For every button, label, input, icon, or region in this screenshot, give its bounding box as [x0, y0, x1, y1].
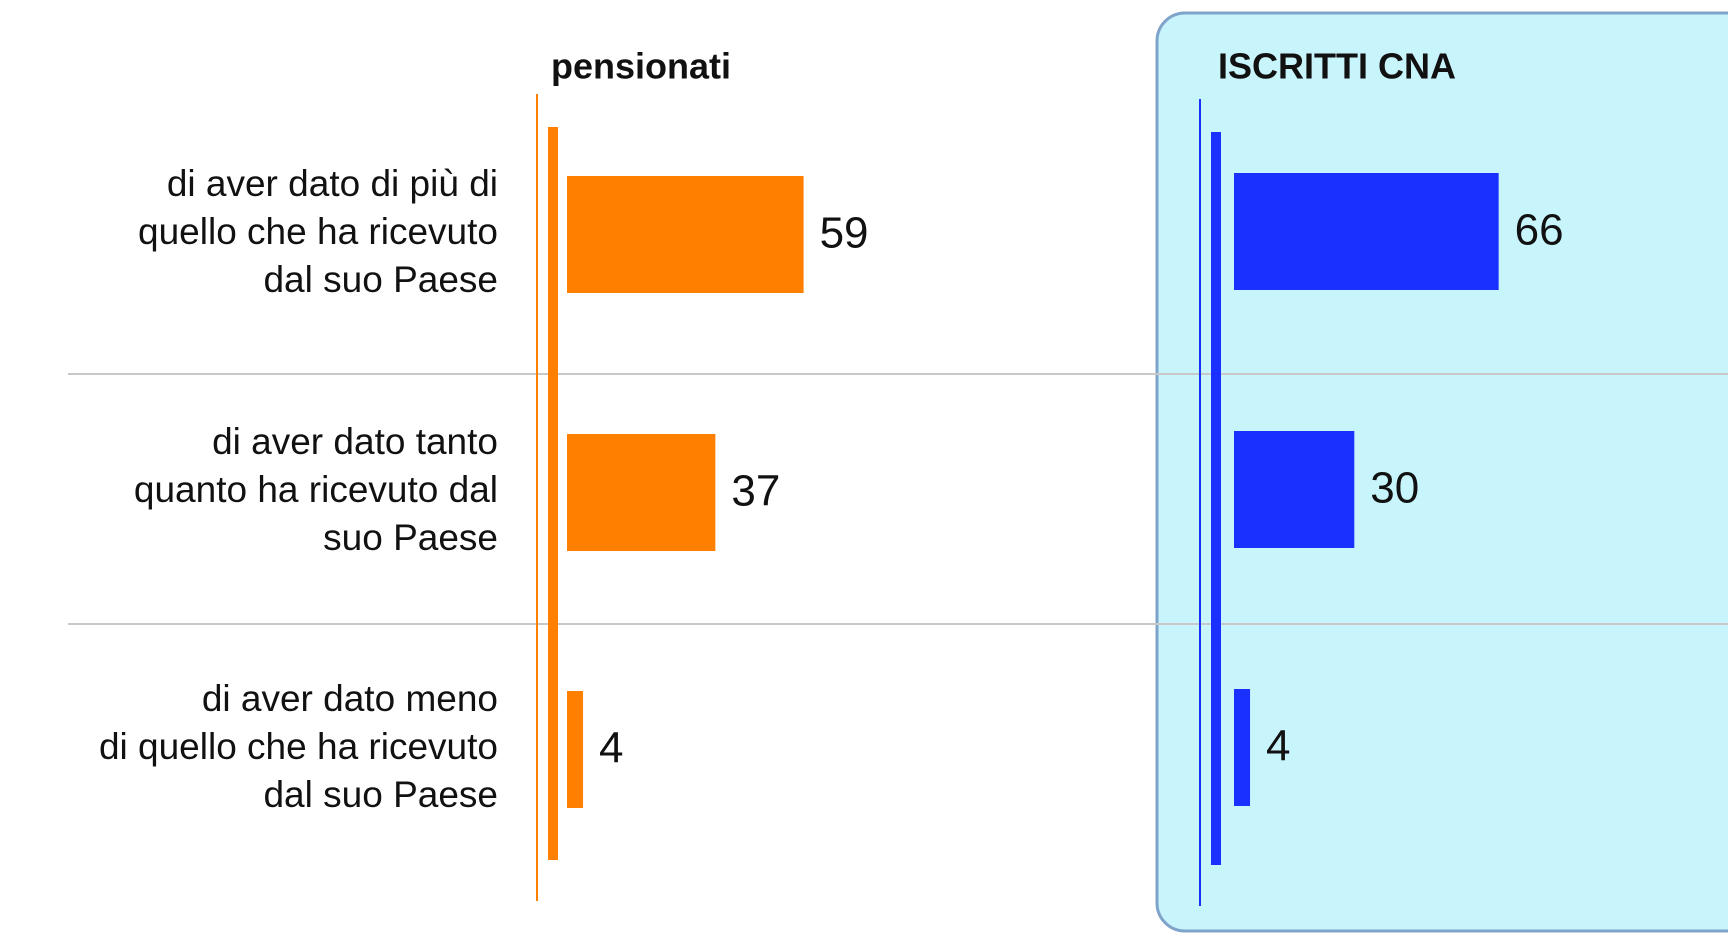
value-label: 59	[820, 209, 869, 258]
category-label: suo Paese	[323, 517, 498, 558]
value-label: 4	[599, 724, 623, 773]
legend-title: ISCRITTI CNA	[1218, 46, 1456, 87]
axis-bar	[548, 127, 558, 860]
category-label: quello che ha ricevuto	[138, 211, 498, 252]
bar	[1234, 431, 1355, 548]
axis-bar	[1211, 132, 1221, 865]
category-label: dal suo Paese	[263, 259, 498, 300]
bar	[1234, 173, 1499, 290]
value-label: 30	[1370, 464, 1419, 513]
bar	[567, 176, 804, 293]
category-label: di aver dato di più di	[167, 163, 498, 204]
bar	[1234, 689, 1251, 806]
category-label: di quello che ha ricevuto	[99, 726, 498, 767]
category-label: dal suo Paese	[263, 774, 498, 815]
category-label: quanto ha ricevuto dal	[134, 469, 498, 510]
value-label: 37	[731, 467, 780, 516]
bar	[567, 691, 584, 808]
category-label: di aver dato tanto	[212, 421, 498, 462]
bar	[567, 434, 716, 551]
legend-title: pensionati	[551, 46, 731, 87]
value-label: 4	[1266, 722, 1290, 771]
category-label: di aver dato meno	[202, 678, 498, 719]
value-label: 66	[1515, 206, 1564, 255]
